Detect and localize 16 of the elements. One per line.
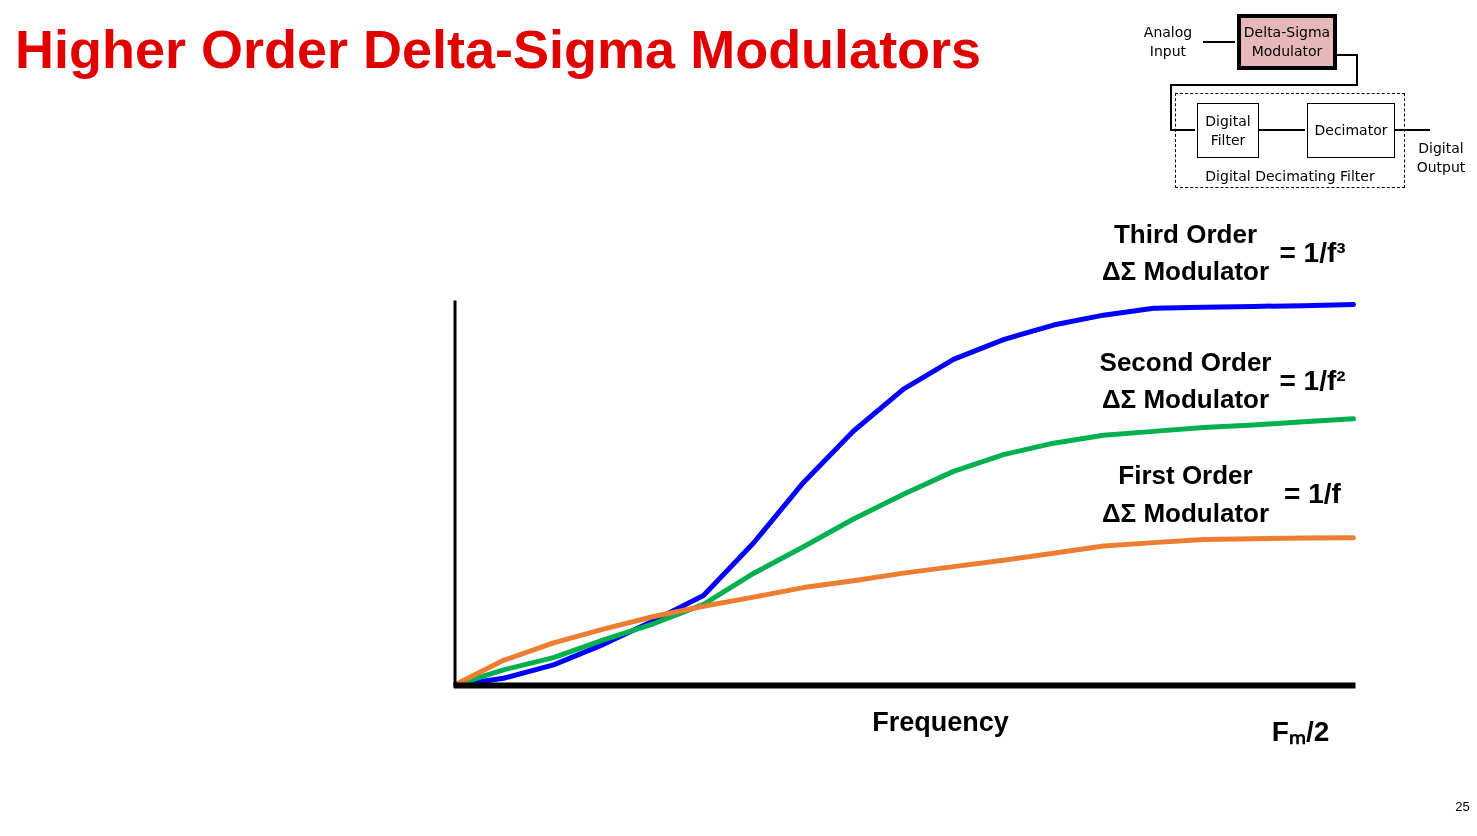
annotation: = 1/f² (1279, 365, 1346, 397)
text: Analog Input (1142, 23, 1194, 61)
series-label: First Order ΔΣ Modulator (1101, 460, 1270, 528)
series-label: Third Order ΔΣ Modulator (1101, 218, 1270, 287)
text: Digital Filter (1197, 103, 1259, 158)
text: 25 (1455, 799, 1470, 815)
text: Digital Decimating Filter (1204, 166, 1376, 186)
series-label: Second Order ΔΣ Modulator (1099, 346, 1272, 415)
x-axis-title: Frequency (872, 706, 1009, 737)
text: Digital Output (1415, 139, 1467, 177)
text: Fₘ/2 (1271, 715, 1330, 747)
annotation: = 1/f (1284, 478, 1342, 510)
chart-title: Higher Order Delta-Sigma Modulators (15, 19, 982, 79)
text: = 1/f³ (1279, 236, 1346, 268)
text: Delta-Sigma Modulator (1237, 14, 1337, 70)
text: Decimator (1307, 103, 1395, 158)
